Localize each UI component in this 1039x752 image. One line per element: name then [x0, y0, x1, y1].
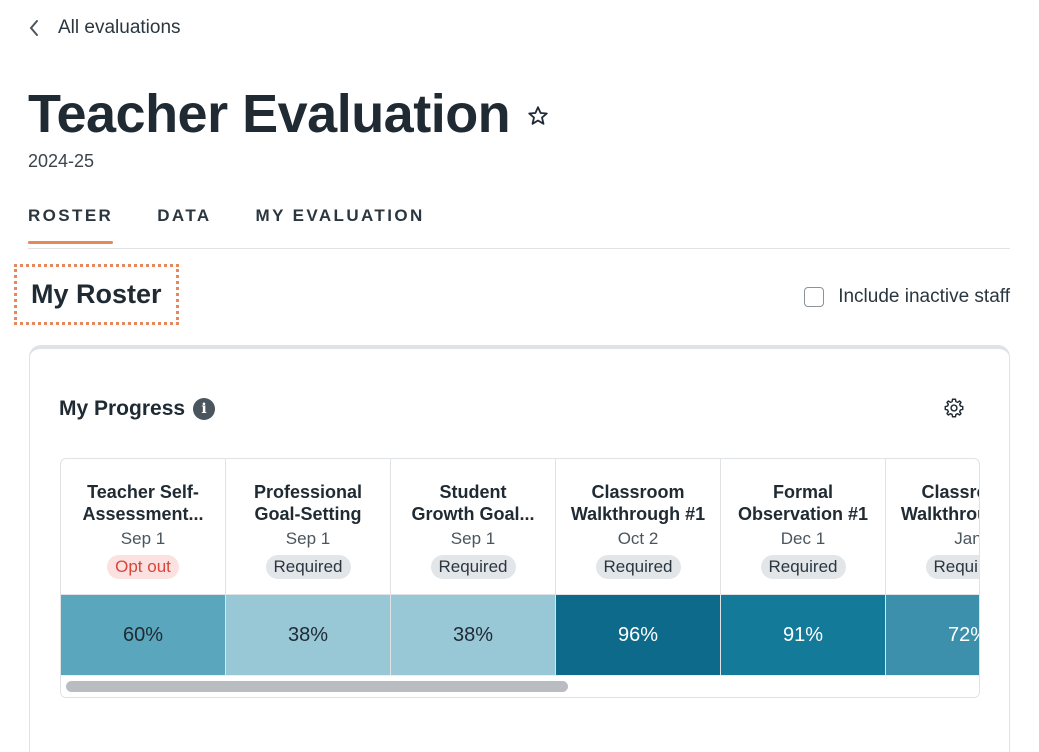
progress-column[interactable]: Student Growth Goal... Sep 1 Required 38… — [391, 459, 556, 676]
progress-title: My Progress — [59, 397, 186, 420]
include-inactive-toggle[interactable]: Include inactive staff — [804, 286, 1010, 308]
progress-column[interactable]: Formal Observation #1 Dec 1 Required 91% — [721, 459, 886, 676]
back-link-label: All evaluations — [58, 17, 181, 38]
tab-my-evaluation[interactable]: MY EVALUATION — [255, 206, 425, 225]
chevron-left-icon — [28, 16, 40, 40]
column-date: Oct 2 — [617, 529, 659, 548]
status-badge: Required — [430, 555, 516, 579]
column-date: Sep 1 — [120, 529, 166, 548]
completion-value[interactable]: 96% — [556, 594, 720, 676]
status-badge: Required — [760, 555, 846, 579]
tab-bar: ROSTER DATA MY EVALUATION — [28, 206, 469, 244]
evaluation-year: 2024-25 — [28, 151, 95, 171]
star-icon[interactable] — [526, 104, 550, 128]
completion-value[interactable]: 38% — [226, 594, 390, 676]
column-title-line2: Growth Goal... — [411, 504, 535, 524]
column-date: Dec 1 — [780, 529, 826, 548]
column-title-line1: Classroom — [921, 482, 979, 502]
progress-column[interactable]: Classroom Walkthrough #2 Jan Required 72… — [886, 459, 980, 676]
info-icon[interactable]: i — [193, 398, 216, 420]
progress-card: My Progress i Teacher Self- Assessment..… — [29, 345, 1010, 752]
column-title-line2: Goal-Setting — [254, 504, 362, 524]
column-title-line1: Teacher Self- — [87, 482, 199, 502]
roster-heading-text: My Roster — [31, 279, 162, 309]
completion-value[interactable]: 60% — [61, 594, 225, 676]
status-badge: Required — [925, 555, 979, 579]
scrollbar-thumb[interactable] — [66, 681, 568, 692]
page-title: Teacher Evaluation — [28, 84, 511, 144]
progress-column[interactable]: Classroom Walkthrough #1 Oct 2 Required … — [556, 459, 721, 676]
tab-data[interactable]: DATA — [157, 206, 212, 225]
completion-value[interactable]: 91% — [721, 594, 885, 676]
column-date: Sep 1 — [450, 529, 496, 548]
tabs-divider — [28, 248, 1010, 249]
column-date: Jan — [954, 529, 980, 548]
column-title-line2: Walkthrough #2 — [900, 504, 979, 524]
status-badge: Opt out — [107, 555, 179, 579]
column-title-line1: Student — [439, 482, 507, 502]
include-inactive-label: Include inactive staff — [838, 286, 1010, 307]
status-badge: Required — [265, 555, 351, 579]
progress-column[interactable]: Teacher Self- Assessment... Sep 1 Opt ou… — [61, 459, 226, 676]
column-title-line2: Walkthrough #1 — [570, 504, 706, 524]
column-title-line2: Observation #1 — [737, 504, 869, 524]
column-title-line1: Classroom — [591, 482, 685, 502]
include-inactive-checkbox[interactable] — [804, 287, 825, 307]
back-link[interactable]: All evaluations — [28, 16, 181, 40]
tab-roster[interactable]: ROSTER — [28, 206, 114, 244]
column-title-line1: Formal — [772, 482, 833, 502]
completion-value[interactable]: 72% — [886, 594, 979, 676]
progress-column[interactable]: Professional Goal-Setting Sep 1 Required… — [226, 459, 391, 676]
status-badge: Required — [595, 555, 681, 579]
column-date: Sep 1 — [285, 529, 331, 548]
gear-icon[interactable] — [943, 397, 965, 419]
completion-value[interactable]: 38% — [391, 594, 555, 676]
progress-grid: Teacher Self- Assessment... Sep 1 Opt ou… — [60, 458, 980, 698]
horizontal-scrollbar[interactable] — [61, 675, 979, 697]
column-title-line2: Assessment... — [82, 504, 204, 524]
roster-heading: My Roster — [14, 264, 179, 325]
column-title-line1: Professional — [253, 482, 363, 502]
